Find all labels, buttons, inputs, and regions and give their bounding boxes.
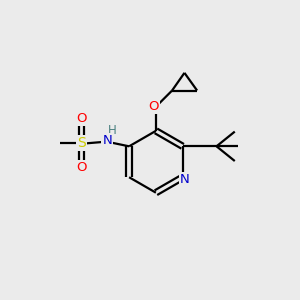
Text: O: O xyxy=(148,100,159,112)
Text: H: H xyxy=(108,124,117,137)
Text: S: S xyxy=(77,136,86,150)
Text: O: O xyxy=(76,112,87,125)
Text: N: N xyxy=(180,173,190,186)
Text: N: N xyxy=(103,134,112,147)
Text: O: O xyxy=(76,161,87,174)
